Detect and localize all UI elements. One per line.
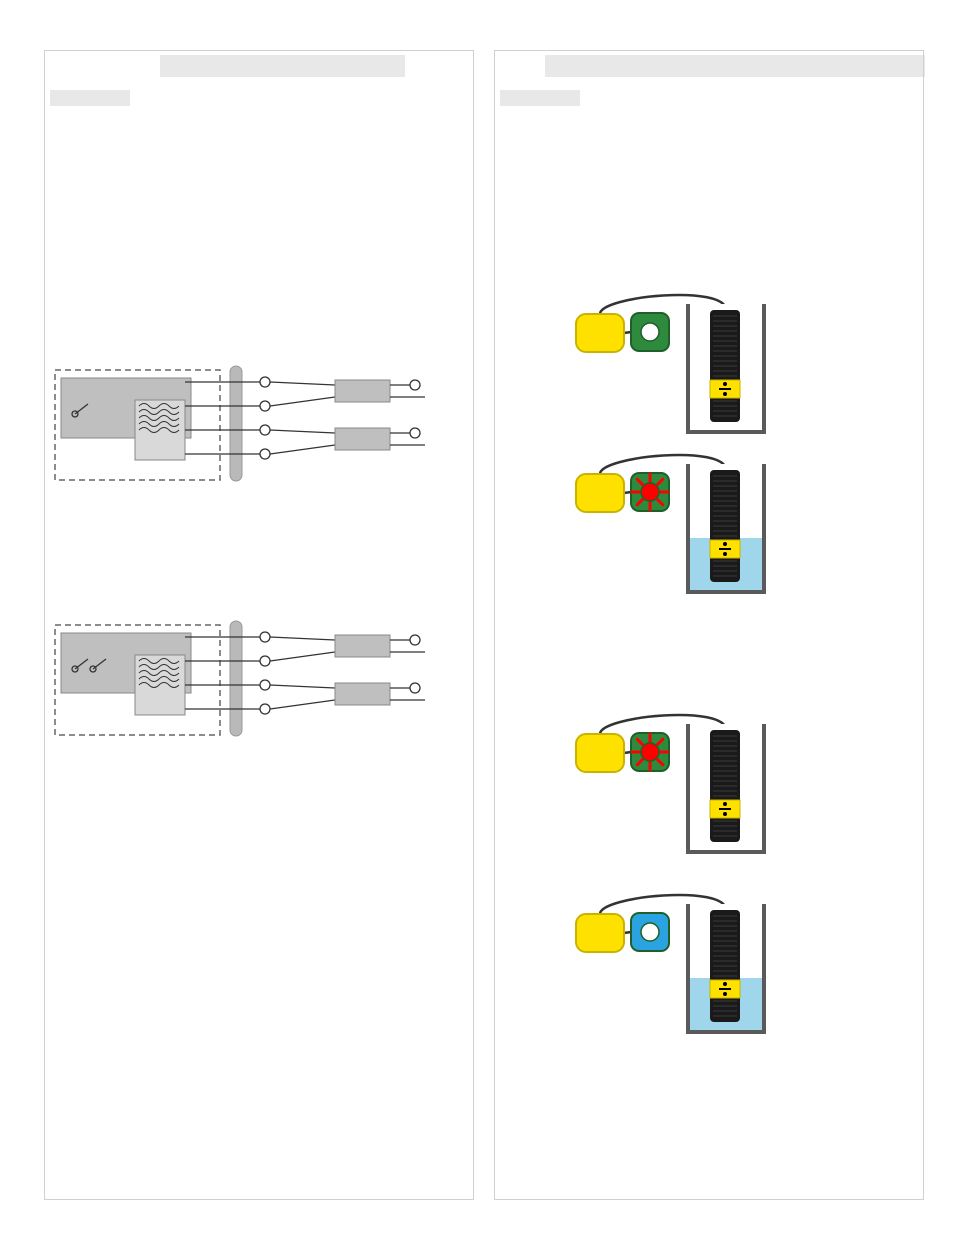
wire: [270, 652, 335, 661]
band-dot-icon: [723, 382, 727, 386]
band-bar-icon: [719, 808, 731, 810]
tab-left: [50, 90, 130, 106]
link: [624, 932, 631, 933]
band-dot-icon: [723, 802, 727, 806]
band-dot-icon: [723, 812, 727, 816]
controller-icon: [576, 914, 624, 952]
circuit-diagram-1: [55, 370, 415, 500]
tab-right: [500, 90, 580, 106]
band-dot-icon: [723, 982, 727, 986]
terminal-icon: [260, 425, 270, 435]
load-box: [335, 380, 390, 402]
float-diagram-2: [570, 440, 830, 640]
band-dot-icon: [723, 392, 727, 396]
float-diagram-3: [570, 700, 830, 900]
band-bar-icon: [719, 388, 731, 390]
load-box: [335, 428, 390, 450]
circuit-diagram-2: [55, 625, 415, 755]
link: [624, 492, 631, 493]
band-dot-icon: [723, 552, 727, 556]
controller-icon: [576, 474, 624, 512]
load-box: [335, 683, 390, 705]
pump-center-icon: [641, 323, 659, 341]
pump-center-icon: [641, 923, 659, 941]
output-terminal-icon: [410, 635, 420, 645]
page: [0, 0, 954, 1235]
wire: [270, 430, 335, 433]
terminal-icon: [260, 656, 270, 666]
terminal-strip: [230, 366, 242, 481]
wire: [270, 685, 335, 688]
output-terminal-icon: [410, 380, 420, 390]
terminal-icon: [260, 680, 270, 690]
output-terminal-icon: [410, 428, 420, 438]
wire: [270, 397, 335, 406]
wire: [270, 382, 335, 385]
controller-icon: [576, 314, 624, 352]
output-terminal-icon: [410, 683, 420, 693]
link: [624, 332, 631, 333]
terminal-icon: [260, 632, 270, 642]
link: [624, 752, 631, 753]
band-bar-icon: [719, 988, 731, 990]
pump-center-icon: [641, 483, 659, 501]
load-box: [335, 635, 390, 657]
wire: [270, 637, 335, 640]
terminal-strip: [230, 621, 242, 736]
relay-box: [135, 400, 185, 460]
band-dot-icon: [723, 992, 727, 996]
terminal-icon: [260, 704, 270, 714]
terminal-icon: [260, 449, 270, 459]
pump-center-icon: [641, 743, 659, 761]
controller-icon: [576, 734, 624, 772]
wire: [270, 700, 335, 709]
wire: [270, 445, 335, 454]
relay-box: [135, 655, 185, 715]
terminal-icon: [260, 401, 270, 411]
band-dot-icon: [723, 542, 727, 546]
band-bar-icon: [719, 548, 731, 550]
float-diagram-4: [570, 880, 830, 1080]
terminal-icon: [260, 377, 270, 387]
